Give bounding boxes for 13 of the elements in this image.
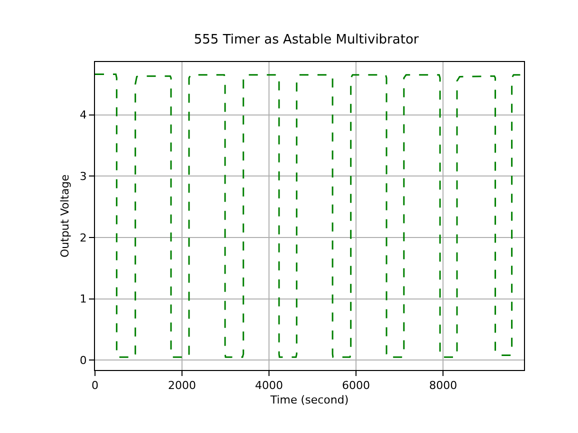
x-tick-label: 4000 [255, 379, 284, 392]
x-tick-label: 6000 [342, 379, 370, 392]
x-tick-label: 8000 [429, 379, 458, 392]
chart-title: 555 Timer as Astable Multivibrator [194, 32, 420, 48]
y-tick-label: 1 [80, 292, 87, 306]
y-tick-label: 0 [80, 354, 87, 368]
y-tick-label: 4 [80, 108, 87, 122]
x-tick-label: 2000 [168, 379, 196, 392]
y-axis-title: Output Voltage [58, 174, 72, 258]
x-axis-title: Time (second) [269, 393, 349, 406]
y-tick-label: 2 [80, 231, 87, 244]
y-tick-label: 3 [80, 170, 87, 183]
x-tick-label: 0 [92, 379, 98, 392]
